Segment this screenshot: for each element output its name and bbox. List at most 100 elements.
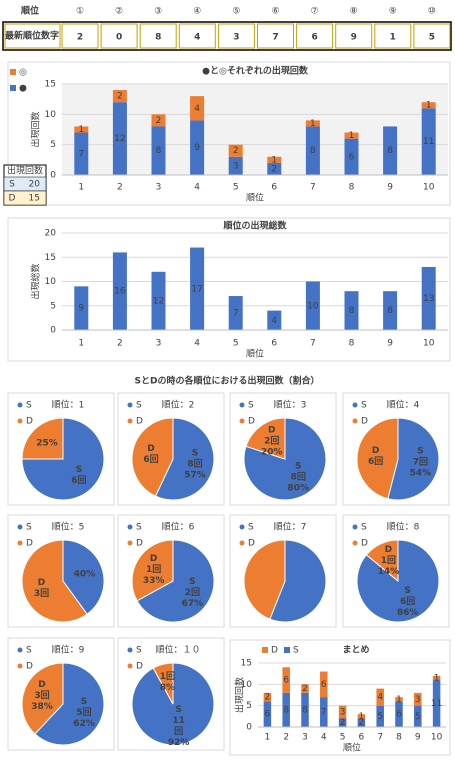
bar (421, 266, 436, 330)
x-tick-label: 6 (271, 183, 277, 193)
chart-title: 順位：8 (387, 521, 420, 533)
bar-label: 8 (156, 146, 162, 156)
y-tick-label: 10 (45, 110, 57, 120)
bar-segment (190, 120, 205, 175)
slice-label: D (38, 578, 45, 588)
y-tick-label: 10 (45, 277, 57, 287)
pie-slice (131, 417, 174, 497)
slice-label: 6回 (368, 456, 383, 467)
legend-label: S (248, 401, 254, 411)
pie-slice (21, 417, 64, 460)
bar-label: 8 (387, 146, 393, 156)
slice-label: 3回 (34, 588, 49, 599)
bar-label: 1 (310, 119, 316, 129)
slice-label: 7回 (413, 456, 428, 467)
bar-label: 7 (233, 309, 239, 319)
x-tick-label: 10 (423, 183, 435, 193)
bar-label: 6 (349, 152, 355, 162)
bar (344, 291, 359, 330)
column-header: ⑨ (389, 7, 397, 17)
bar (190, 247, 205, 330)
legend-swatch (127, 402, 133, 408)
bar-label: 9 (78, 304, 84, 314)
row-frame (2, 21, 452, 51)
slice-label: D (268, 425, 275, 435)
slice-label: S (192, 448, 198, 458)
bar-segment (383, 126, 398, 175)
bar-label: 11 (431, 699, 442, 709)
y-tick-label: 20 (45, 229, 57, 239)
legend-swatch (284, 647, 290, 653)
legend-swatch (127, 647, 133, 653)
chart-title: 順位：7 (274, 521, 307, 533)
bar-label: 6 (396, 710, 402, 720)
count-row (3, 190, 47, 206)
column-header: ⑧ (350, 7, 358, 17)
slice-label: S (175, 705, 181, 715)
bar-segment (74, 132, 89, 175)
slice-label: 33% (143, 576, 165, 586)
bar-segment (320, 671, 328, 698)
count-cell: S (9, 180, 15, 190)
bar-label: 4 (377, 693, 383, 703)
bar-label: 3 (415, 695, 421, 705)
chart-title: 順位の出現総数 (222, 220, 287, 232)
bar-segment (395, 697, 403, 702)
count-cell: 15 (29, 194, 40, 204)
row-cell (100, 23, 138, 49)
bar-label: 12 (153, 296, 164, 306)
legend-swatch (239, 524, 245, 530)
x-tick-label: 10 (423, 339, 435, 349)
bar-label: 3 (340, 708, 346, 718)
legend-label: D (26, 662, 33, 672)
chart-title: ●と◎それぞれの出現回数 (202, 65, 309, 77)
bar (112, 252, 127, 330)
bar-label: 11 (423, 137, 434, 147)
slice-label: 92% (168, 738, 190, 748)
row-label-cell (4, 23, 61, 49)
legend-swatch (127, 540, 133, 546)
bar (267, 310, 282, 330)
bar-segment (421, 102, 436, 109)
bar-label: 8 (387, 306, 393, 316)
pie-slice (21, 417, 105, 501)
column-header: ① (76, 7, 84, 17)
bar-label: 16 (114, 287, 126, 297)
legend-label: D (136, 539, 143, 549)
pie-slice (387, 417, 440, 501)
row-cell (413, 23, 451, 49)
slice-label: D (150, 554, 157, 564)
row-value: 6 (311, 33, 317, 43)
bar-segment (267, 162, 282, 175)
legend-swatch (352, 402, 358, 408)
bar-segment (414, 705, 422, 727)
legend-swatch (10, 85, 16, 91)
bar-segment (344, 138, 359, 175)
slice-label: 6回 (400, 596, 415, 607)
bar-label: 6 (265, 710, 271, 720)
slice-label: 67% (182, 599, 204, 609)
slice-label: 回 (174, 726, 183, 737)
chart-title: 順位：6 (162, 521, 195, 533)
legend-label: S (26, 401, 32, 411)
x-tick-label: 3 (302, 733, 308, 743)
pie-slice (131, 539, 174, 602)
row-value: 1 (390, 33, 396, 43)
legend-swatch (127, 663, 133, 669)
slice-label: S (404, 586, 410, 596)
bar-segment (263, 692, 272, 702)
bar-label: 1 (349, 131, 355, 141)
bar-segment (151, 114, 166, 127)
slice-label: 5回 (76, 707, 91, 718)
chart-title: 順位：2 (162, 399, 195, 411)
legend-label: D (136, 662, 143, 672)
bar-label: 5 (377, 712, 383, 722)
x-tick-label: 9 (415, 733, 421, 743)
x-tick-label: 7 (310, 183, 316, 193)
pie-slice (62, 539, 105, 615)
bar-segment (376, 688, 384, 706)
legend-swatch (239, 418, 245, 424)
bar (74, 286, 89, 330)
bar-label: 2 (156, 116, 162, 126)
